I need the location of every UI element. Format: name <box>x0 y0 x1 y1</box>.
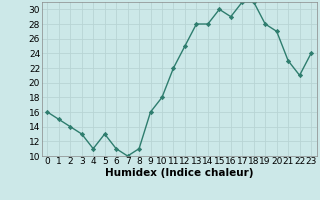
X-axis label: Humidex (Indice chaleur): Humidex (Indice chaleur) <box>105 168 253 178</box>
